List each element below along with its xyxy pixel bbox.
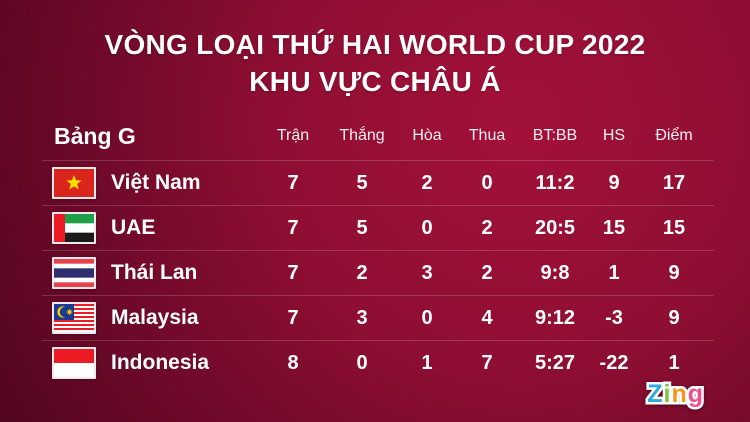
cell-played: 7 <box>287 261 299 284</box>
zing-logo-outline: Zing <box>645 378 706 411</box>
cell-won: 3 <box>356 306 368 329</box>
cell-points: 15 <box>662 216 686 239</box>
column-header-won: Thắng <box>339 127 385 144</box>
table-row: UAE 7 5 0 2 20:5 15 15 <box>42 205 714 250</box>
cell-points: 1 <box>668 351 680 374</box>
title-line-2: KHU VỰC CHÂU Á <box>249 66 501 97</box>
cell-goaldiff: -3 <box>605 306 623 329</box>
team-name: Việt Nam <box>111 171 201 194</box>
cell-played: 7 <box>287 216 299 239</box>
cell-lost: 4 <box>481 306 493 329</box>
cell-goals: 5:27 <box>534 351 576 374</box>
cell-lost: 0 <box>481 171 493 194</box>
cell-goaldiff: 15 <box>602 216 626 239</box>
table-header-row: Bảng G Trận Thắng Hòa Thua BT:BB HS Điểm <box>42 112 714 160</box>
cell-won: 5 <box>356 216 368 239</box>
indonesia-flag-icon <box>52 347 96 379</box>
cell-goals: 20:5 <box>534 216 576 239</box>
cell-goaldiff: 1 <box>608 261 620 284</box>
cell-won: 0 <box>356 351 368 374</box>
table-row: Malaysia 7 3 0 4 9:12 -3 9 <box>42 295 714 340</box>
cell-points: 9 <box>668 261 680 284</box>
cell-goaldiff: -22 <box>599 351 629 374</box>
team-cell: Thái Lan <box>42 257 258 289</box>
table-row: Indonesia 8 0 1 7 5:27 -22 1 <box>42 340 714 385</box>
cell-goaldiff: 9 <box>608 171 620 194</box>
team-cell: Indonesia <box>42 347 258 379</box>
cell-drawn: 3 <box>421 261 433 284</box>
zing-logo: Zing Zing <box>645 378 706 411</box>
page-title: VÒNG LOẠI THỨ HAI WORLD CUP 2022 KHU VỰC… <box>0 0 750 100</box>
cell-played: 7 <box>287 306 299 329</box>
zing-logo-letters: Zing <box>647 380 704 408</box>
cell-goals: 9:12 <box>534 306 576 329</box>
cell-points: 9 <box>668 306 680 329</box>
vietnam-flag-icon <box>52 167 96 199</box>
team-cell: Malaysia <box>42 302 258 334</box>
cell-points: 17 <box>662 171 686 194</box>
column-header-goaldiff: HS <box>602 127 626 144</box>
team-name: Thái Lan <box>111 261 198 284</box>
title-line-1: VÒNG LOẠI THỨ HAI WORLD CUP 2022 <box>104 29 646 60</box>
cell-drawn: 0 <box>421 306 433 329</box>
column-header-goals: BT:BB <box>532 127 578 144</box>
column-header-lost: Thua <box>468 127 506 144</box>
team-name: Malaysia <box>111 306 199 329</box>
standings-table: Bảng G Trận Thắng Hòa Thua BT:BB HS Điểm… <box>42 112 714 385</box>
cell-goals: 9:8 <box>540 261 570 284</box>
group-label: Bảng G <box>54 122 136 149</box>
cell-drawn: 0 <box>421 216 433 239</box>
cell-played: 7 <box>287 171 299 194</box>
thailand-flag-icon <box>52 257 96 289</box>
column-header-drawn: Hòa <box>412 127 442 144</box>
table-row: Việt Nam 7 5 2 0 11:2 9 17 <box>42 160 714 205</box>
cell-lost: 2 <box>481 261 493 284</box>
column-header-points: Điểm <box>655 127 693 144</box>
cell-goals: 11:2 <box>535 171 575 194</box>
team-cell: Việt Nam <box>42 167 258 199</box>
cell-won: 5 <box>356 171 368 194</box>
cell-won: 2 <box>356 261 368 284</box>
malaysia-flag-icon <box>52 302 96 334</box>
team-cell: UAE <box>42 212 258 244</box>
cell-lost: 7 <box>481 351 493 374</box>
team-name: Indonesia <box>111 351 210 374</box>
cell-drawn: 1 <box>421 351 433 374</box>
column-header-played: Trận <box>276 127 310 144</box>
cell-lost: 2 <box>481 216 493 239</box>
cell-drawn: 2 <box>421 171 433 194</box>
team-name: UAE <box>111 216 156 239</box>
cell-played: 8 <box>287 351 299 374</box>
uae-flag-icon <box>52 212 96 244</box>
table-row: Thái Lan 7 2 3 2 9:8 1 9 <box>42 250 714 295</box>
